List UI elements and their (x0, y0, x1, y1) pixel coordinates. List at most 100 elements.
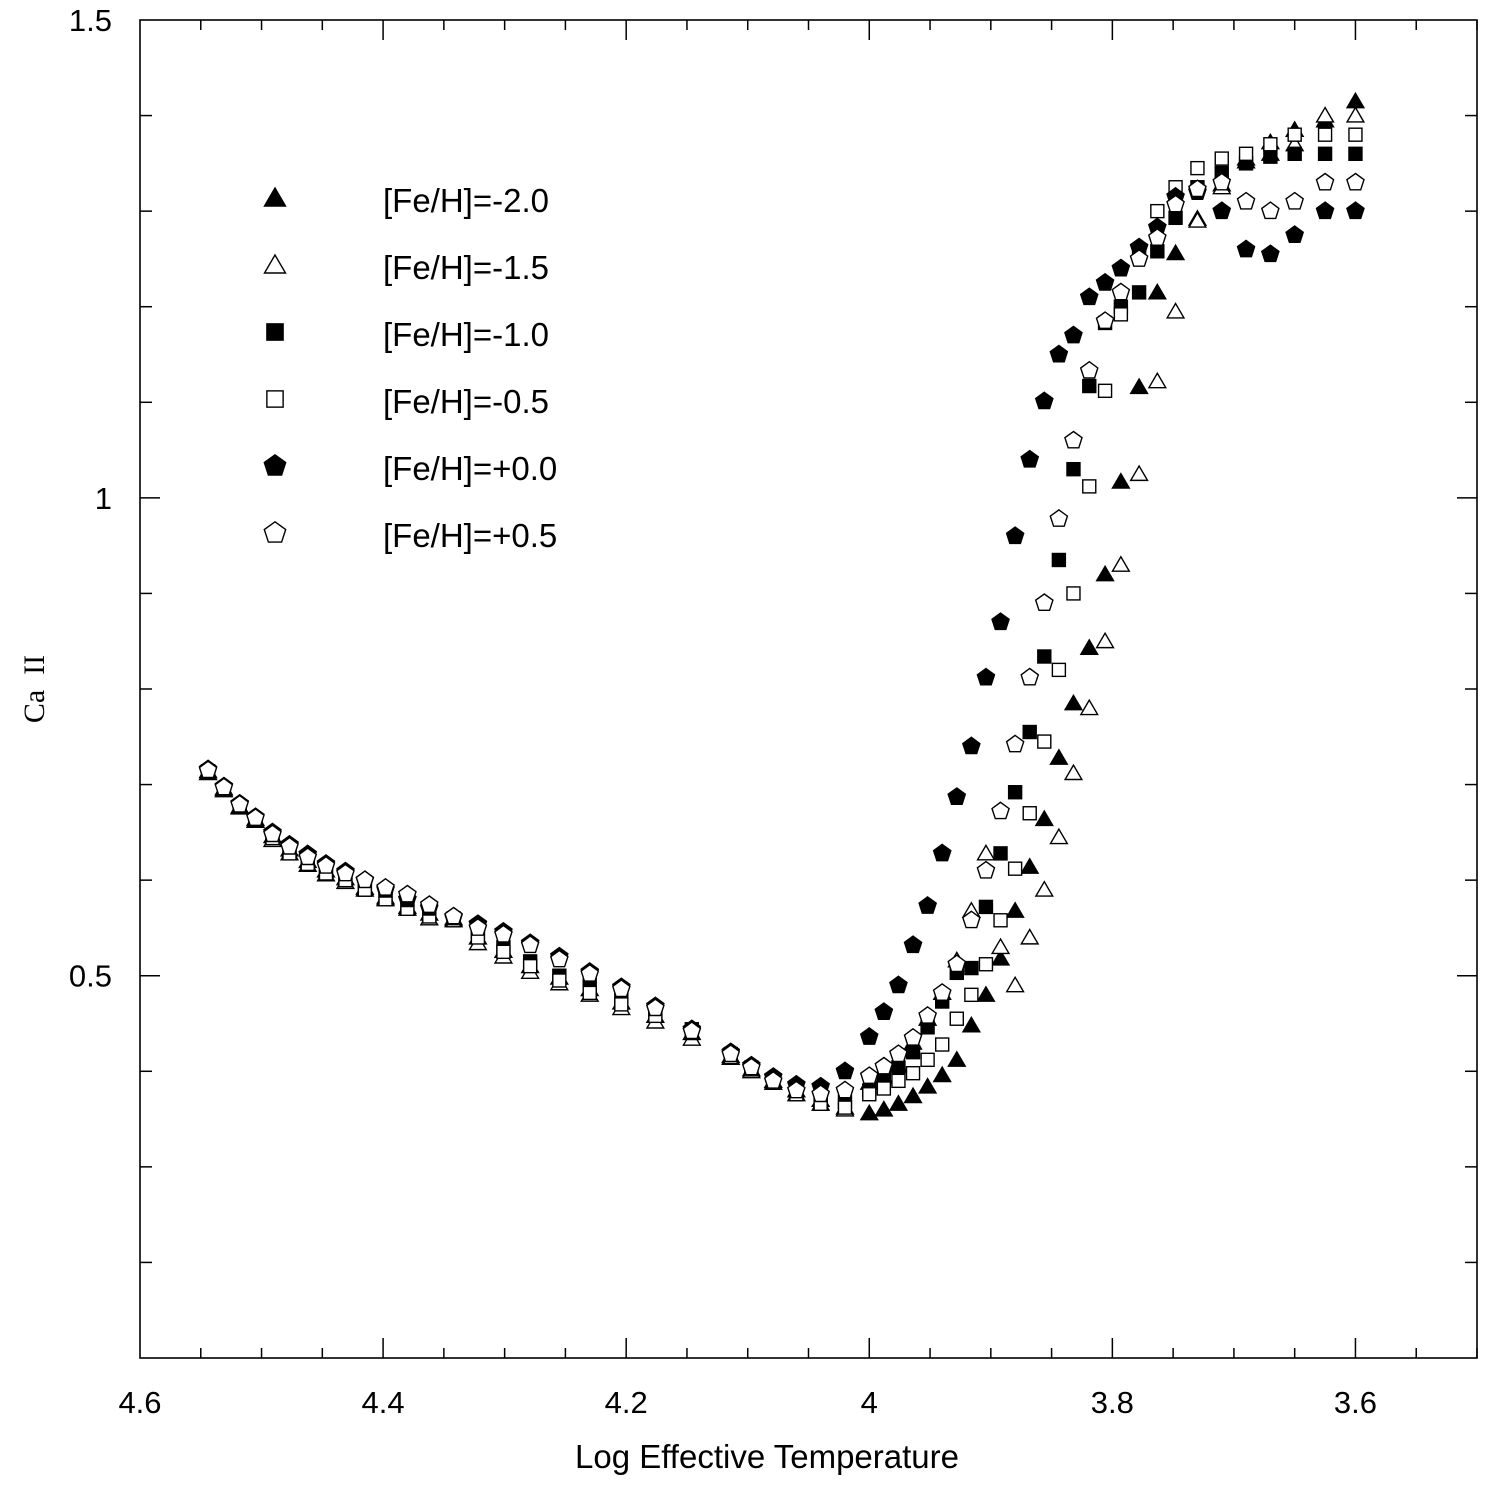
legend-label: [Fe/H]=-0.5 (383, 383, 549, 420)
data-point (1129, 464, 1149, 482)
data-point (905, 1065, 921, 1081)
data-point (1263, 149, 1278, 164)
data-point (1051, 662, 1067, 678)
data-point (859, 1103, 879, 1121)
data-point (468, 918, 488, 936)
data-point (1111, 258, 1131, 277)
data-point (932, 983, 952, 1001)
data-point (786, 1080, 806, 1099)
data-point (1147, 282, 1167, 300)
data-point (976, 667, 996, 686)
data-point (246, 808, 265, 826)
data-point (1129, 249, 1149, 267)
data-point (978, 899, 994, 915)
data-point (522, 958, 538, 974)
data-point (316, 855, 336, 874)
data-point (298, 847, 318, 866)
data-point (1214, 151, 1229, 166)
data-point (964, 960, 979, 976)
x-tick-label: 4 (861, 1385, 878, 1420)
data-point (889, 1044, 908, 1063)
data-points (198, 91, 1366, 1121)
x-tick-label: 4.4 (362, 1385, 405, 1420)
data-point (888, 1094, 909, 1111)
series-5 (198, 172, 1365, 1103)
legend-marker (263, 186, 287, 207)
data-point (935, 1037, 950, 1052)
data-point (1260, 244, 1280, 263)
data-point (230, 794, 250, 813)
data-point (552, 973, 567, 988)
data-point (1007, 785, 1023, 800)
data-point (1166, 194, 1185, 213)
data-point (1212, 172, 1232, 191)
data-point (918, 1006, 938, 1024)
data-point (1348, 127, 1363, 142)
data-point (947, 954, 967, 973)
data-point (1095, 631, 1115, 649)
data-point (1190, 160, 1205, 176)
data-point (1095, 272, 1115, 291)
y-tick-label: 1 (95, 481, 112, 516)
data-point (1345, 106, 1366, 123)
x-tick-label: 3.8 (1091, 1385, 1134, 1420)
legend-label: [Fe/H]=-1.0 (383, 316, 549, 353)
data-point (1037, 649, 1052, 664)
data-point (741, 1057, 761, 1076)
data-point (862, 1087, 877, 1102)
data-point (582, 985, 597, 1001)
series-1 (198, 106, 1366, 1117)
data-point (1346, 201, 1365, 220)
data-point (494, 924, 513, 943)
data-point (1111, 555, 1131, 572)
data-point (1005, 526, 1025, 545)
data-point (1113, 307, 1129, 322)
data-point (1082, 479, 1097, 494)
data-point (920, 1052, 935, 1068)
data-point (397, 884, 417, 903)
data-point (932, 843, 952, 862)
data-point (1051, 552, 1067, 568)
data-point (1079, 360, 1099, 379)
data-point (1066, 586, 1081, 601)
data-point (1236, 239, 1256, 258)
data-point (1212, 201, 1232, 220)
series-3 (200, 127, 1363, 1115)
data-point (891, 1060, 906, 1075)
data-point (1317, 146, 1333, 162)
data-point (1049, 827, 1069, 845)
legend-marker (266, 323, 284, 341)
data-point (905, 1044, 921, 1060)
data-point (1020, 449, 1040, 468)
legend-marker (263, 453, 287, 476)
data-point (1263, 137, 1278, 152)
data-point (1063, 763, 1084, 781)
data-point (336, 863, 355, 882)
data-point (1111, 282, 1131, 301)
data-point (1095, 311, 1115, 329)
data-point (964, 987, 979, 1003)
data-point (496, 944, 511, 960)
data-point (1287, 127, 1302, 142)
data-point (1022, 724, 1037, 740)
data-point (645, 998, 665, 1017)
data-point (1034, 391, 1054, 410)
data-point (1348, 146, 1363, 162)
data-point (1238, 146, 1254, 162)
data-point (1346, 172, 1365, 191)
data-point (859, 1066, 879, 1085)
data-point (682, 1021, 702, 1040)
data-point (917, 1077, 938, 1094)
data-point (1345, 91, 1366, 109)
data-point (1066, 461, 1081, 477)
data-point (976, 985, 996, 1002)
data-point (1285, 191, 1305, 210)
data-point (1020, 667, 1040, 686)
data-point (549, 949, 569, 968)
data-point (1315, 106, 1335, 123)
legend-marker (263, 520, 287, 543)
y-tick-label: 0.5 (69, 959, 112, 994)
data-point (214, 777, 234, 796)
data-point (1165, 302, 1186, 319)
data-point (947, 1050, 967, 1067)
